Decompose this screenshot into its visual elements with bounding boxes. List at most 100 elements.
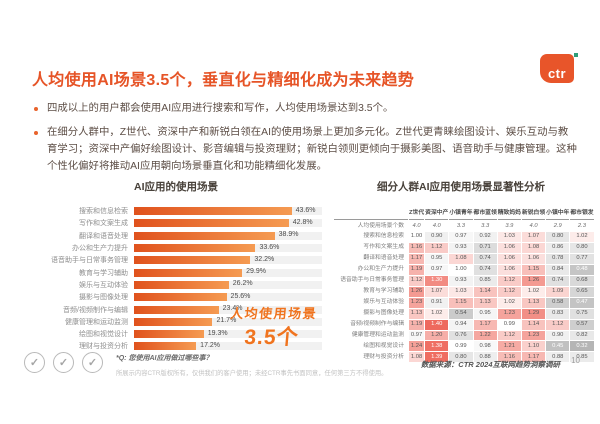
heatmap-cell: 0.88 bbox=[473, 352, 497, 363]
heatmap-cell: 0.84 bbox=[546, 264, 570, 275]
heatmap-title: 细分人群AI应用使用场景显著性分析 bbox=[377, 181, 545, 193]
heatmap-grid: Z世代 资深中产 小镇青年 都市蓝领 精致妈妈 新锐白领 小镇中年 都市银发 人均使用场景个数 4… bbox=[334, 205, 594, 363]
heatmap-cell: 1.07 bbox=[425, 286, 449, 297]
heatmap-cell: 0.97 bbox=[425, 264, 449, 275]
heatmap-cell: 1.02 bbox=[570, 231, 594, 242]
heatmap-cell: 1.12 bbox=[497, 286, 521, 297]
heatmap-cell: 1.00 bbox=[409, 231, 425, 242]
bar-category-label: 健康管理和运动监测 bbox=[65, 318, 128, 326]
heatmap-chart: 细分人群AI应用使用场景显著性分析 Z世代 资深中产 小镇青年 都市蓝领 精致妈妈 新锐白… bbox=[334, 179, 594, 363]
bar-value-label: 25.6% bbox=[230, 292, 251, 300]
bar-row: 娱乐与互动体验 26.2% bbox=[30, 279, 322, 291]
heatmap-cell: 1.30 bbox=[425, 275, 449, 286]
bar-category-label: 音频/视频制作与编辑 bbox=[63, 306, 128, 314]
bar-value-label: 32.2% bbox=[254, 255, 275, 263]
bar-value-label: 43.6% bbox=[295, 206, 316, 214]
bar-row: 摄影与图像处理 25.6% bbox=[30, 291, 322, 303]
heatmap-cell: 1.12 bbox=[546, 319, 570, 330]
heatmap-row-label: 绘图和视觉设计 bbox=[363, 342, 404, 349]
heatmap-column-header: 资深中产 bbox=[425, 205, 449, 220]
heatmap-cell: 0.58 bbox=[546, 297, 570, 308]
heatmap-cell: 0.47 bbox=[570, 297, 594, 308]
bar-row: 健康管理和运动监测 21.7% bbox=[30, 316, 322, 328]
bar-rows: 搜索和信息检索 43.6% 写作和文案生成 42.8% 翻译和语音处理 38.9% 办公和生… bbox=[30, 205, 322, 353]
heatmap-cell: 1.13 bbox=[409, 308, 425, 319]
heatmap-cell: 3.3 bbox=[456, 222, 465, 229]
bar-category-label: 翻译和语音处理 bbox=[79, 232, 128, 240]
heatmap-cell: 0.99 bbox=[449, 341, 473, 352]
heatmap-cell: 1.00 bbox=[449, 264, 473, 275]
bar-value-label: 19.3% bbox=[207, 329, 228, 337]
bar-category-label: 教育与学习辅助 bbox=[79, 269, 128, 277]
bullet-dot-icon bbox=[34, 130, 38, 135]
bullet-item: 在细分人群中，Z世代、资深中产和新锐白领在AI的使用场景上更加多元化。Z世代更青… bbox=[34, 125, 578, 176]
bar-value-label: 21.7% bbox=[216, 317, 237, 325]
heatmap-cell: 0.68 bbox=[570, 275, 594, 286]
heatmap-cell: 1.06 bbox=[497, 264, 521, 275]
heatmap-row-label: 搜索和信息检索 bbox=[363, 233, 404, 240]
heatmap-cell: 1.21 bbox=[497, 341, 521, 352]
heatmap-cell: 2.9 bbox=[553, 222, 562, 229]
heatmap-cell: 1.14 bbox=[521, 319, 546, 330]
survey-question-note: *Q: 您使用AI应用做过哪些事？ bbox=[116, 355, 213, 362]
heatmap-row-label: 办公和生产力提升 bbox=[357, 266, 404, 273]
heatmap-cell: 1.19 bbox=[409, 319, 425, 330]
annotation-value: 3.5个 bbox=[243, 326, 300, 349]
bar-track: 29.9% bbox=[134, 268, 322, 277]
heatmap-cell: 0.94 bbox=[449, 319, 473, 330]
bar-category-label: 语音助手与日常事务管理 bbox=[51, 257, 128, 265]
bar-track: 19.3% bbox=[134, 329, 322, 339]
heatmap-cell: 0.99 bbox=[497, 319, 521, 330]
heatmap-cell: 0.74 bbox=[473, 264, 497, 275]
heatmap-cell: 1.08 bbox=[521, 242, 546, 253]
bar-row: 语音助手与日常事务管理 32.2% bbox=[30, 254, 322, 266]
heatmap-cell: 1.13 bbox=[473, 297, 497, 308]
heatmap-row-label: 人均使用场景个数 bbox=[357, 222, 404, 229]
heatmap-cell: 1.06 bbox=[497, 253, 521, 264]
bar bbox=[134, 330, 204, 339]
heatmap-cell: 0.77 bbox=[570, 253, 594, 264]
bar bbox=[134, 342, 197, 351]
heatmap-cell: 1.16 bbox=[497, 352, 521, 363]
bar-category-label: 搜索和信息检索 bbox=[79, 208, 128, 216]
bar bbox=[134, 219, 289, 228]
heatmap-cell: 0.82 bbox=[570, 330, 594, 341]
heatmap-cell: 0.97 bbox=[409, 330, 425, 341]
heatmap-cell: 1.23 bbox=[409, 297, 425, 308]
heatmap-cell: 0.85 bbox=[570, 352, 594, 363]
heatmap-cell: 0.91 bbox=[425, 297, 449, 308]
heatmap-cell: 0.83 bbox=[546, 308, 570, 319]
heatmap-cell: 0.93 bbox=[449, 275, 473, 286]
bar-value-label: 42.8% bbox=[292, 218, 313, 226]
ctr-logo-green-dot-icon bbox=[574, 53, 578, 57]
heatmap-cell: 0.57 bbox=[570, 319, 594, 330]
heatmap-corner bbox=[334, 205, 408, 220]
heatmap-row-label: 娱乐与互动体验 bbox=[363, 299, 404, 306]
bar-value-label: 23.4% bbox=[222, 305, 243, 313]
bar-row: 翻译和语音处理 38.9% bbox=[30, 230, 322, 242]
heatmap-cell: 0.75 bbox=[570, 308, 594, 319]
heatmap-row-label: 音频/视频制作与编辑 bbox=[350, 321, 404, 328]
heatmap-cell: 1.17 bbox=[473, 319, 497, 330]
bar-row: 绘图和视觉设计 19.3% bbox=[30, 328, 322, 340]
heatmap-column-header: 新锐白领 bbox=[521, 205, 546, 220]
bar-chart-title: AI应用的使用场景 bbox=[134, 181, 218, 193]
ctr-logo-box: ctr bbox=[540, 54, 574, 83]
heatmap-cell: 0.74 bbox=[473, 253, 497, 264]
heatmap-cell: 1.02 bbox=[497, 297, 521, 308]
bar-track: 32.2% bbox=[134, 255, 322, 265]
heatmap-cell: 1.12 bbox=[409, 275, 425, 286]
heatmap-cell: 1.14 bbox=[473, 286, 497, 297]
bar-category-label: 绘图和视觉设计 bbox=[79, 331, 128, 339]
bar-row: 办公和生产力提升 33.6% bbox=[30, 242, 322, 254]
heatmap-cell: 4.0 bbox=[412, 222, 421, 229]
heatmap-cell: 0.90 bbox=[546, 330, 570, 341]
bar-value-label: 26.2% bbox=[232, 280, 253, 288]
footnote: *Q: 您使用AI应用做过哪些事？ 所展示内容CTR版权所有，仅供我们的客户使用… bbox=[116, 353, 416, 377]
bullet-list: 四成以上的用户都会使用AI应用进行搜索和写作，人均使用场景达到3.5个。 在细分… bbox=[34, 101, 578, 182]
heatmap-cell: 0.95 bbox=[473, 308, 497, 319]
annotation-label: 人均使用场景 bbox=[229, 306, 318, 321]
heatmap-cell: 0.88 bbox=[546, 352, 570, 363]
bar bbox=[134, 293, 227, 302]
heatmap-cell: 0.80 bbox=[449, 352, 473, 363]
